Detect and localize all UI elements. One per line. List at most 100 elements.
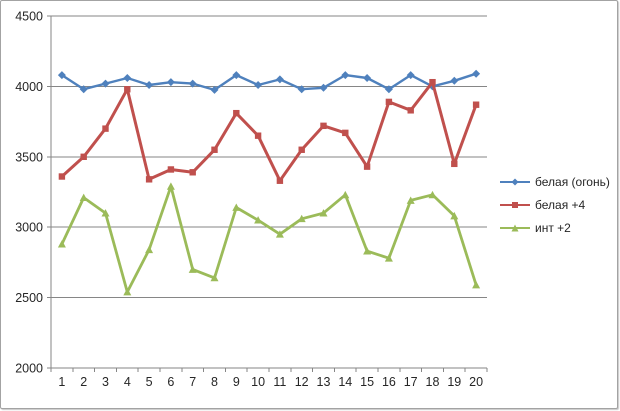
legend-item-0: белая (огонь) xyxy=(500,175,610,189)
diamond-marker xyxy=(166,78,175,87)
diamond-marker xyxy=(123,73,132,82)
square-marker xyxy=(320,122,327,130)
square-marker xyxy=(189,169,196,176)
square-marker xyxy=(80,153,87,160)
triangle-marker xyxy=(428,190,437,199)
y-axis-tick-label: 3000 xyxy=(15,221,43,235)
square-marker xyxy=(145,176,153,183)
triangle-marker xyxy=(406,196,415,204)
triangle-marker xyxy=(450,211,459,220)
triangle-marker xyxy=(341,190,350,199)
triangle-marker xyxy=(188,265,197,273)
x-axis-tick-label: 17 xyxy=(404,375,418,389)
triangle-marker xyxy=(232,203,241,211)
x-axis-tick-label: 3 xyxy=(102,375,109,389)
square-marker xyxy=(124,86,131,93)
square-marker xyxy=(342,129,349,137)
x-axis-tick-label: 13 xyxy=(317,375,331,389)
diamond-marker xyxy=(384,85,393,94)
diamond-marker xyxy=(450,76,459,85)
square-marker xyxy=(472,101,480,108)
x-axis-tick-label: 20 xyxy=(469,375,483,389)
square-marker xyxy=(407,107,414,114)
diamond-marker xyxy=(232,71,241,80)
square-legend-swatch-icon xyxy=(500,202,530,208)
triangle-marker xyxy=(101,209,110,217)
legend-label: инт +2 xyxy=(535,221,571,235)
triangle-marker xyxy=(363,247,372,255)
square-marker xyxy=(102,125,109,132)
triangle-legend-swatch-icon xyxy=(500,224,530,232)
y-axis-tick-label: 4000 xyxy=(15,80,43,94)
triangle-marker xyxy=(145,245,154,254)
triangle-marker xyxy=(384,254,393,262)
x-axis-tick-label: 7 xyxy=(189,375,196,389)
square-marker xyxy=(363,163,371,170)
x-axis-tick-label: 15 xyxy=(360,375,374,389)
square-marker xyxy=(298,146,305,153)
diamond-marker xyxy=(101,79,110,88)
triangle-marker xyxy=(297,214,306,223)
series-line-1 xyxy=(60,80,478,183)
diamond-marker xyxy=(254,80,263,89)
legend-label: белая +4 xyxy=(535,198,586,212)
x-axis-tick-label: 12 xyxy=(295,375,309,389)
series-line-0 xyxy=(60,72,478,92)
triangle-marker xyxy=(123,287,132,296)
square-marker xyxy=(385,98,393,106)
x-axis-tick-label: 19 xyxy=(447,375,461,389)
diamond-marker xyxy=(188,79,197,88)
diamond-marker xyxy=(363,73,372,82)
x-axis-tick-label: 18 xyxy=(426,375,440,389)
square-marker xyxy=(276,177,284,184)
square-marker xyxy=(429,78,436,86)
square-marker xyxy=(451,160,458,168)
triangle-marker xyxy=(319,209,328,217)
x-axis-tick-label: 6 xyxy=(167,375,174,389)
diamond-marker xyxy=(275,75,284,84)
x-axis-tick-label: 1 xyxy=(58,375,65,389)
triangle-marker xyxy=(57,240,66,248)
triangle-marker xyxy=(254,216,263,224)
x-axis-tick-label: 9 xyxy=(233,375,240,389)
series-line-2 xyxy=(60,184,478,294)
square-marker xyxy=(254,132,262,139)
legend-label: белая (огонь) xyxy=(535,175,610,189)
y-axis-tick-label: 2500 xyxy=(15,291,43,305)
diamond-marker xyxy=(297,85,306,94)
diamond-marker xyxy=(57,71,66,80)
square-marker xyxy=(211,146,218,153)
x-axis-tick-label: 11 xyxy=(273,375,286,389)
y-axis-tick-label: 4500 xyxy=(15,10,43,24)
diamond-marker xyxy=(341,71,350,80)
diamond-marker xyxy=(406,71,415,80)
x-axis-tick-label: 16 xyxy=(382,375,396,389)
square-marker xyxy=(58,173,66,180)
x-axis-tick-label: 2 xyxy=(80,375,87,389)
diamond-marker xyxy=(79,85,88,94)
legend-item-1: белая +4 xyxy=(500,198,610,212)
legend-item-2: инт +2 xyxy=(500,221,610,235)
square-marker xyxy=(233,109,240,117)
triangle-marker xyxy=(210,273,219,282)
x-axis-tick-label: 5 xyxy=(146,375,153,389)
diamond-marker xyxy=(210,85,219,94)
x-axis-tick-label: 4 xyxy=(124,375,131,389)
triangle-marker xyxy=(275,230,284,238)
y-axis-tick-label: 2000 xyxy=(15,362,43,376)
chart-legend: белая (огонь) белая +4 инт +2 xyxy=(500,175,610,244)
triangle-marker xyxy=(166,182,175,190)
diamond-marker xyxy=(145,80,154,89)
x-axis-tick-label: 10 xyxy=(251,375,265,389)
triangle-marker xyxy=(472,280,481,289)
triangle-marker xyxy=(79,193,88,202)
square-marker xyxy=(167,166,175,173)
x-axis-tick-label: 8 xyxy=(211,375,218,389)
diamond-marker xyxy=(319,83,328,92)
x-axis-tick-label: 14 xyxy=(338,375,352,389)
diamond-marker xyxy=(472,69,481,78)
y-axis-tick-label: 3500 xyxy=(15,150,43,164)
diamond-legend-swatch-icon xyxy=(500,178,530,186)
